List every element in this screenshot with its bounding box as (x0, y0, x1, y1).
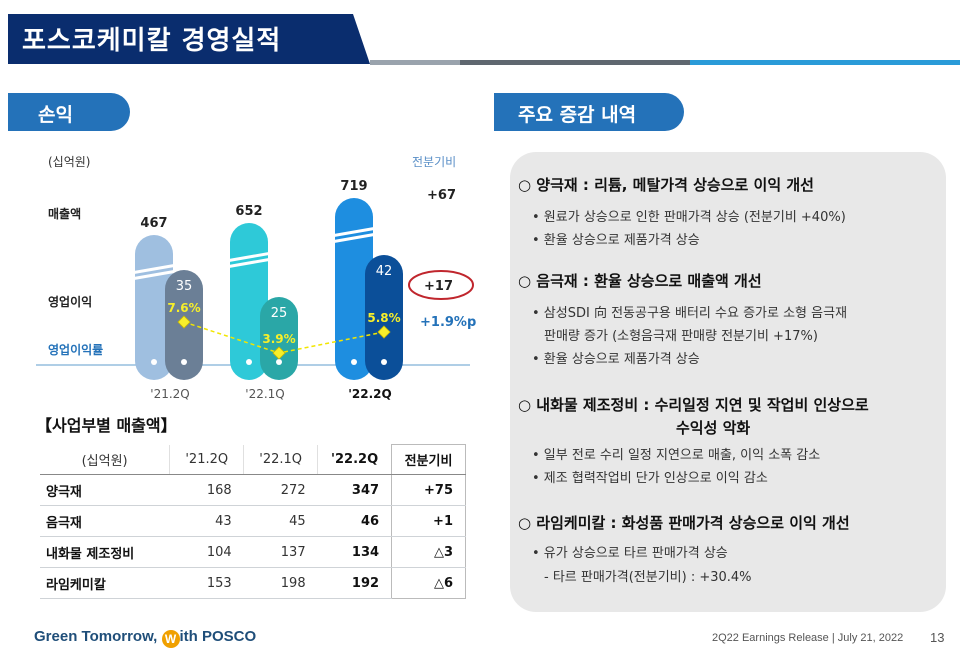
axis-break-mark (330, 226, 378, 244)
block-item: • 제조 협력작업비 단가 인상으로 이익 감소 (532, 471, 768, 486)
cell-diff: △3 (391, 536, 466, 568)
cell-22-2q: 192 (317, 567, 392, 599)
margin-value-label: 7.6% (167, 301, 200, 315)
cell-22-2q: 46 (317, 505, 392, 537)
table-row: 양극재 168 272 347 +75 (40, 474, 466, 506)
block-head-anode: ○ 음극재 : 환율 상승으로 매출액 개선 (518, 272, 762, 290)
col-header-diff: 전분기비 (391, 444, 466, 475)
bar-base-dot (246, 359, 252, 365)
block-item: • 원료가 상승으로 인한 판매가격 상승 (전분기비 +40%) (532, 210, 846, 225)
cell-21-2q: 168 (169, 474, 244, 506)
block-item: • 환율 상승으로 제품가격 상승 (532, 352, 700, 367)
block-item: • 유가 상승으로 타르 판매가격 상승 (532, 546, 728, 561)
category-tick-label: '22.1Q (245, 387, 284, 401)
highlight-circle (408, 270, 474, 300)
block-item: • 환율 상승으로 제품가격 상승 (532, 233, 700, 248)
title-rule-dark (460, 60, 690, 65)
revenue-value-label: 467 (140, 216, 167, 231)
cell-22-1q: 45 (243, 505, 318, 537)
cell-diff: +75 (391, 474, 466, 506)
block-head-cathode: ○ 양극재 : 리튬, 메탈가격 상승으로 이익 개선 (518, 176, 814, 194)
margin-value-label: 5.8% (367, 311, 400, 325)
margin-marker (272, 346, 286, 360)
revenue-bar (335, 198, 373, 380)
slogan-suffix: ith POSCO (179, 628, 257, 645)
block-item: 판매량 증가 (소형음극재 판매량 전분기비 +17%) (544, 329, 818, 344)
op-income-value-label: 42 (376, 264, 393, 279)
row-name: 양극재 (40, 474, 170, 506)
block-item: - 타르 판매가격(전분기비) : +30.4% (544, 570, 752, 585)
row-label-op-income: 영업이익 (48, 295, 93, 309)
category-tick-label: '22.2Q (348, 387, 391, 401)
diff-header: 전분기비 (412, 155, 457, 169)
revenue-value-label: 652 (235, 204, 262, 219)
col-header-22-1q: '22.1Q (243, 444, 318, 475)
block-item: • 삼성SDI 向 전동공구용 배터리 수요 증가로 소형 음극재 (532, 306, 848, 321)
cell-21-2q: 104 (169, 536, 244, 568)
pl-section-label: 손익 (8, 93, 130, 131)
cell-22-1q: 137 (243, 536, 318, 568)
cell-22-1q: 272 (243, 474, 318, 506)
row-name: 라임케미칼 (40, 567, 170, 599)
bar-base-dot (351, 359, 357, 365)
slogan-prefix: Green Tomorrow, (34, 628, 162, 645)
bar-base-dot (181, 359, 187, 365)
cell-21-2q: 153 (169, 567, 244, 599)
col-header-21-2q: '21.2Q (169, 444, 244, 475)
bar-base-dot (381, 359, 387, 365)
row-label-op-margin: 영업이익률 (48, 343, 104, 357)
cell-22-2q: 347 (317, 474, 392, 506)
block-item: • 일부 전로 수리 일정 지연으로 매출, 이익 소폭 감소 (532, 448, 821, 463)
table-row: 내화물 제조정비 104 137 134 △3 (40, 536, 466, 568)
cell-22-1q: 198 (243, 567, 318, 599)
unit-label: (십억원) (48, 155, 91, 169)
posco-w-logo-icon: W (161, 630, 180, 648)
page-number: 13 (930, 630, 945, 645)
cell-diff: △6 (391, 567, 466, 599)
title-band (8, 14, 370, 64)
margin-marker (377, 325, 391, 339)
axis-break-mark (130, 263, 178, 281)
row-label-revenue: 매출액 (48, 207, 82, 221)
bar-base-dot (151, 359, 157, 365)
cell-22-2q: 134 (317, 536, 392, 568)
pl-chart: 467 652 719 35 7.6% 25 3.9% 42 5.8% '21.2Q '22.1Q… (36, 179, 474, 401)
table-row: 라임케미칼 153 198 192 △6 (40, 567, 466, 599)
segment-table-title: 【사업부별 매출액】 (36, 416, 177, 435)
col-header-unit: (십억원) (40, 444, 170, 475)
category-tick-label: '21.2Q (150, 387, 189, 401)
op-income-value-label: 25 (271, 306, 288, 321)
revenue-value-label: 719 (340, 179, 367, 194)
footer-release: 2Q22 Earnings Release | July 21, 2022 (712, 632, 904, 644)
cell-21-2q: 43 (169, 505, 244, 537)
row-name: 내화물 제조정비 (40, 536, 170, 568)
op-income-bar (365, 255, 403, 380)
title-rule-blue (690, 60, 960, 65)
axis-break-mark (225, 251, 273, 269)
table-row: 음극재 43 45 46 +1 (40, 505, 466, 537)
op-income-bar (260, 297, 298, 380)
row-name: 음극재 (40, 505, 170, 537)
margin-value-label: 3.9% (262, 332, 295, 346)
col-header-22-2q: '22.2Q (317, 444, 392, 475)
page-title: 포스코케미칼 경영실적 (22, 26, 282, 56)
block-head-refractory-cont: 수익성 악화 (676, 419, 751, 437)
cell-diff: +1 (391, 505, 466, 537)
op-income-value-label: 35 (176, 279, 193, 294)
block-head-lime: ○ 라임케미칼 : 화성품 판매가격 상승으로 이익 개선 (518, 514, 850, 532)
diff-revenue: +67 (427, 188, 456, 203)
diff-margin: +1.9%p (420, 315, 477, 330)
highlights-panel (510, 152, 946, 612)
bar-base-dot (276, 359, 282, 365)
segment-revenue-table: (십억원) '21.2Q '22.1Q '22.2Q 전분기비 양극재 168 … (40, 444, 466, 599)
margin-marker (177, 315, 191, 329)
diff-op-income: +17 (424, 279, 453, 294)
block-head-refractory: ○ 내화물 제조정비 : 수리일정 지연 및 작업비 인상으로 (518, 396, 869, 414)
highlights-section-label: 주요 증감 내역 (494, 93, 684, 131)
